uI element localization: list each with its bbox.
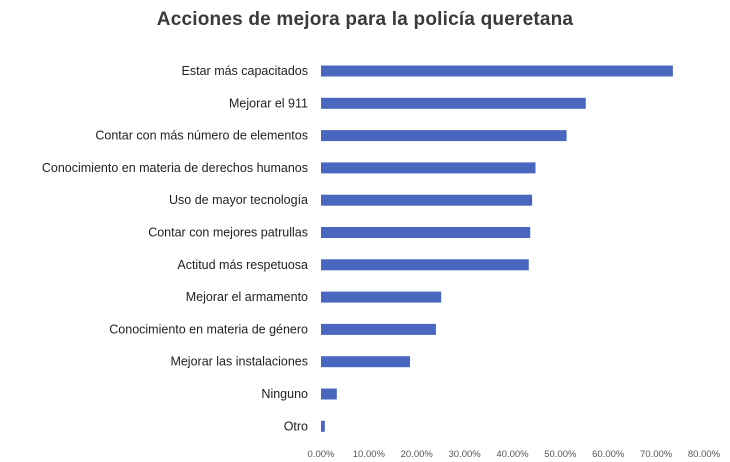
x-tick-label: 10.00% xyxy=(353,449,386,460)
category-label: Contar con más número de elementos xyxy=(95,129,308,143)
bar xyxy=(321,65,673,77)
x-tick-label: 80.00% xyxy=(688,449,721,460)
bar xyxy=(321,227,531,238)
x-tick-label: 0.00% xyxy=(308,449,335,460)
bar xyxy=(321,259,529,271)
bar xyxy=(321,356,411,368)
x-tick-label: 40.00% xyxy=(496,449,529,460)
bar xyxy=(321,162,536,174)
category-label: Ninguno xyxy=(261,387,308,401)
category-label: Conocimiento en materia de género xyxy=(109,322,308,336)
category-label: Estar más capacitados xyxy=(182,64,308,78)
category-label: Mejorar el 911 xyxy=(229,96,308,110)
x-tick-label: 20.00% xyxy=(401,449,434,460)
bar xyxy=(321,130,567,142)
chart-title: Acciones de mejora para la policía quere… xyxy=(156,9,574,30)
bar xyxy=(321,420,325,432)
x-tick-label: 50.00% xyxy=(544,449,577,460)
category-label: Mejorar las instalaciones xyxy=(170,355,308,369)
x-tick-label: 30.00% xyxy=(449,449,482,460)
category-label: Mejorar el armamento xyxy=(186,290,308,304)
bar xyxy=(321,194,533,206)
category-label: Otro xyxy=(284,419,308,433)
category-label: Uso de mayor tecnología xyxy=(169,193,308,207)
bar xyxy=(321,323,436,335)
bar xyxy=(321,291,442,303)
category-label: Actitud más respetuosa xyxy=(177,258,308,272)
bar xyxy=(321,388,337,400)
x-tick-label: 70.00% xyxy=(640,449,673,460)
x-tick-label: 60.00% xyxy=(592,449,625,460)
category-label: Contar con mejores patrullas xyxy=(148,226,308,240)
bar xyxy=(321,97,586,109)
category-label: Conocimiento en materia de derechos huma… xyxy=(42,161,308,175)
